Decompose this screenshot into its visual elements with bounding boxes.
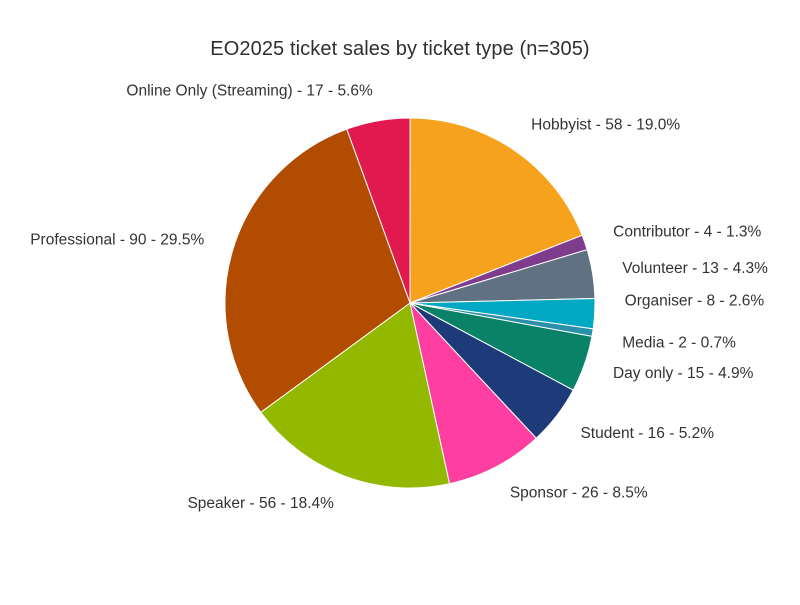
slice-label-media: Media - 2 - 0.7% [622, 335, 736, 352]
slice-label-sponsor: Sponsor - 26 - 8.5% [510, 485, 648, 502]
slice-label-volunteer: Volunteer - 13 - 4.3% [622, 260, 768, 277]
pie-slice-speaker [260, 302, 451, 489]
pie-slice-professional [224, 128, 411, 414]
slice-label-online-only-streaming: Online Only (Streaming) - 17 - 5.6% [126, 82, 373, 99]
pie-slice-hobbyist [409, 117, 583, 304]
slice-label-professional: Professional - 90 - 29.5% [30, 232, 204, 249]
slice-label-day-only: Day only - 15 - 4.9% [613, 365, 754, 382]
slice-label-hobbyist: Hobbyist - 58 - 19.0% [531, 116, 680, 133]
labels-layer: Online Only (Streaming) - 17 - 5.6% Hobby… [30, 82, 768, 512]
slice-label-contributor: Contributor - 4 - 1.3% [613, 224, 761, 241]
slices-layer [224, 117, 596, 489]
pie-slice-sponsor [409, 301, 537, 485]
chart-title: EO2025 ticket sales by ticket type (n=30… [210, 38, 590, 60]
slice-label-speaker: Speaker - 56 - 18.4% [187, 495, 334, 512]
slice-label-student: Student - 16 - 5.2% [580, 425, 714, 442]
slice-label-organiser: Organiser - 8 - 2.6% [625, 293, 765, 310]
